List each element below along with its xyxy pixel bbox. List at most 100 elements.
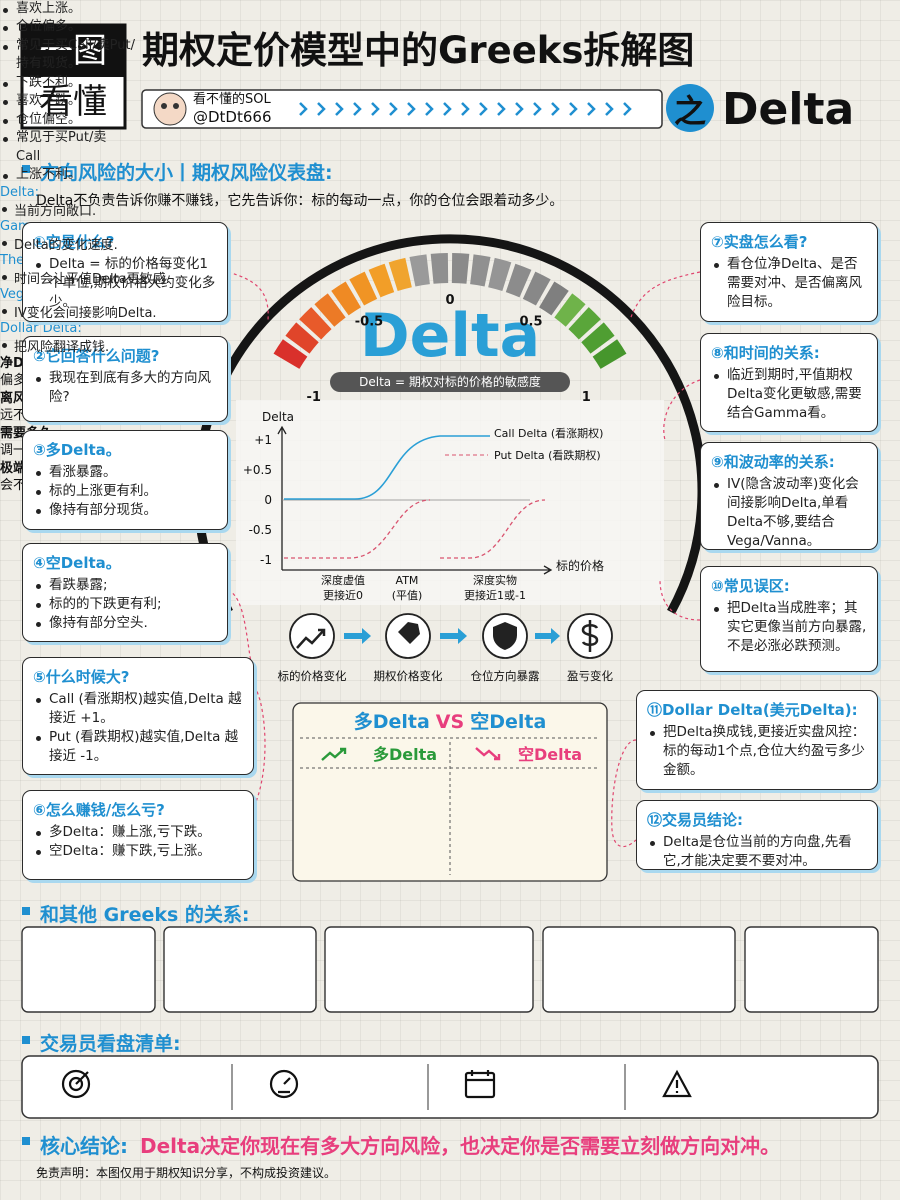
card: ④空Delta。 看跌暴露; 标的的下跌更有利; 像持有部分空头.	[22, 543, 228, 642]
compare-item: 下跌不利。	[0, 74, 135, 92]
flow-label: 标的价格变化	[278, 669, 347, 683]
compare-item: 上涨不利。	[0, 166, 130, 184]
card-item: 临近到期时,平值期权Delta变化更敏感,需要结合Gamma看。	[711, 366, 867, 423]
y-tick-label: -1	[260, 553, 272, 567]
card-item: 多Delta：赚上涨,亏下跌。	[33, 823, 243, 842]
greek-desc: 把风险翻译成钱.	[0, 336, 119, 355]
compare-title-part: 多Delta	[354, 710, 430, 733]
y-label: Delta	[262, 410, 294, 424]
card-item: 像持有部分现货。	[33, 501, 217, 520]
x-note: 深度虚值	[321, 573, 365, 587]
chevrons	[299, 102, 632, 116]
card: ⑥怎么赚钱/怎么亏? 多Delta：赚上涨,亏下跌。 空Delta：赚下跌,亏上涨。	[22, 790, 254, 880]
gauge-segment	[314, 293, 346, 327]
badge-top	[22, 25, 125, 77]
greek-card	[163, 926, 317, 1013]
card-title: ⑫交易员结论:	[647, 811, 743, 829]
card-title: ⑥怎么赚钱/怎么亏?	[33, 801, 165, 819]
x-note: 更接近0	[323, 589, 363, 602]
disclaimer: 免责声明：本图仅用于期权知识分享，不构成投资建议。	[36, 1166, 337, 1180]
avatar	[153, 92, 187, 126]
gauge-segment	[273, 339, 308, 370]
chart-axes	[277, 425, 553, 575]
gauge-segment	[368, 263, 395, 298]
card: ⑧和时间的关系: 临近到期时,平值期权Delta变化更敏感,需要结合Gamma看。	[700, 333, 878, 432]
gauge-label: 0.5	[519, 315, 542, 330]
flow-arrows	[344, 628, 560, 644]
card-item: 看涨暴露。	[33, 463, 217, 482]
gauge-segment	[331, 281, 362, 316]
x-note: 更接近1或-1	[464, 589, 526, 602]
conclusion-label: 核心结论:	[22, 1130, 128, 1159]
gauge-segment	[349, 271, 378, 306]
gauge-label: 1	[582, 390, 591, 405]
card-title: ①它是什么?	[33, 233, 115, 251]
gauge-label: -0.5	[355, 315, 383, 330]
icon-dollar	[581, 620, 599, 652]
compare-item: 仓位偏空。	[0, 111, 130, 129]
flow-label: 仓位方向暴露	[471, 669, 540, 683]
greek-name: Delta:	[0, 184, 40, 200]
card-item: Put (看跌期权)越实值,Delta 越接近 -1。	[33, 728, 243, 766]
card-title: ⑤什么时候大?	[33, 668, 130, 686]
checklist-box	[21, 1055, 879, 1119]
legend-entry: Call Delta (看涨期权)	[494, 426, 603, 440]
greek-card	[324, 926, 534, 1013]
gauge-segment	[554, 293, 586, 327]
gauge-segment	[451, 253, 470, 284]
gauge-segment	[488, 257, 512, 292]
card-title: ②它回答什么问题?	[33, 347, 160, 365]
compare-item: 喜欢上涨。	[0, 0, 135, 18]
icon-shield	[493, 622, 517, 650]
section-heading: 方向风险的大小丨期权风险仪表盘:	[22, 158, 333, 185]
gauge-segment	[388, 257, 412, 292]
card-item: Delta是仓位当前的方向盘,先看它,才能决定要不要对冲。	[647, 833, 867, 871]
card-item: 把Delta当成胜率；其实它更像当前方向暴露,不是必涨必跌预测。	[711, 599, 867, 656]
gauge-segment	[285, 322, 319, 354]
card: ⑤什么时候大? Call (看涨期权)越实值,Delta 越接近 +1。 Put (…	[22, 657, 254, 775]
compare-title: 多Delta VS 空Delta	[354, 710, 547, 733]
greek-text: Dollar Delta: 把风险翻译成钱.	[0, 321, 119, 355]
greek-desc: Delta的变化速度.	[0, 234, 138, 253]
x-note: ATM	[396, 574, 419, 587]
card: ②它回答什么问题? 我现在到底有多大的方向风险?	[22, 336, 228, 422]
title: 期权定价模型中的Greeks拆解图	[142, 29, 694, 72]
checklist-dividers	[231, 1064, 626, 1110]
greek-name: Dollar Delta:	[0, 320, 82, 336]
x-note: (平值)	[392, 589, 423, 602]
checklist-icons	[61, 1069, 692, 1099]
gauge-segment	[568, 307, 601, 340]
compare-item: 常见于买Call/卖Put/持有现货。	[0, 37, 135, 74]
card-title: ⑪Dollar Delta(美元Delta):	[647, 701, 858, 719]
x-note: 深度实物	[473, 573, 517, 587]
gauge-center: Delta	[360, 301, 540, 371]
card: ⑦实盘怎么看? 看仓位净Delta、是否需要对冲、是否偏离风险目标。	[700, 222, 878, 322]
card-title: ⑨和波动率的关系:	[711, 453, 835, 471]
intro: Delta不负责告诉你赚不赚钱，它先告诉你：标的每动一点，你的仓位会跟着动多少。	[36, 193, 564, 209]
author-handle: @DtDt666	[193, 108, 272, 126]
card-item: 把Delta换成钱,更接近实盘风控：标的每动1个点,仓位大约盈亏多少金额。	[647, 723, 867, 780]
icon-up	[321, 747, 347, 761]
greek-card	[21, 926, 156, 1013]
gauge-segment	[538, 281, 569, 316]
card-item: 看仓位净Delta、是否需要对冲、是否偏离风险目标。	[711, 255, 867, 312]
compare-title-part: VS	[436, 711, 464, 733]
gauge-caption: Delta = 期权对标的价格的敏感度	[359, 374, 541, 389]
icon-tag	[398, 622, 420, 644]
gauge-segment	[469, 254, 491, 287]
compare-item: 仓位偏多。	[0, 18, 135, 36]
greek-card	[542, 926, 736, 1013]
card: ①它是什么? Delta = 标的价格每变化1个单位,期权价格大约变化多少。	[22, 222, 228, 322]
y-tick-label: 0	[264, 493, 272, 507]
greek-desc: 时间会让平值Delta更敏感.	[0, 268, 194, 287]
gauge-segment	[505, 263, 532, 298]
flow-label: 期权价格变化	[374, 669, 443, 683]
compare-heading: 空Delta	[518, 745, 582, 764]
card-title: ⑦实盘怎么看?	[711, 233, 808, 251]
icon-chart	[296, 628, 326, 649]
card: ③多Delta。 看涨暴露。 标的上涨更有利。 像持有部分现货。	[22, 430, 228, 530]
card-item: Delta = 标的价格每变化1个单位,期权价格大约变化多少。	[33, 255, 217, 312]
x-label: 标的价格	[556, 558, 604, 573]
